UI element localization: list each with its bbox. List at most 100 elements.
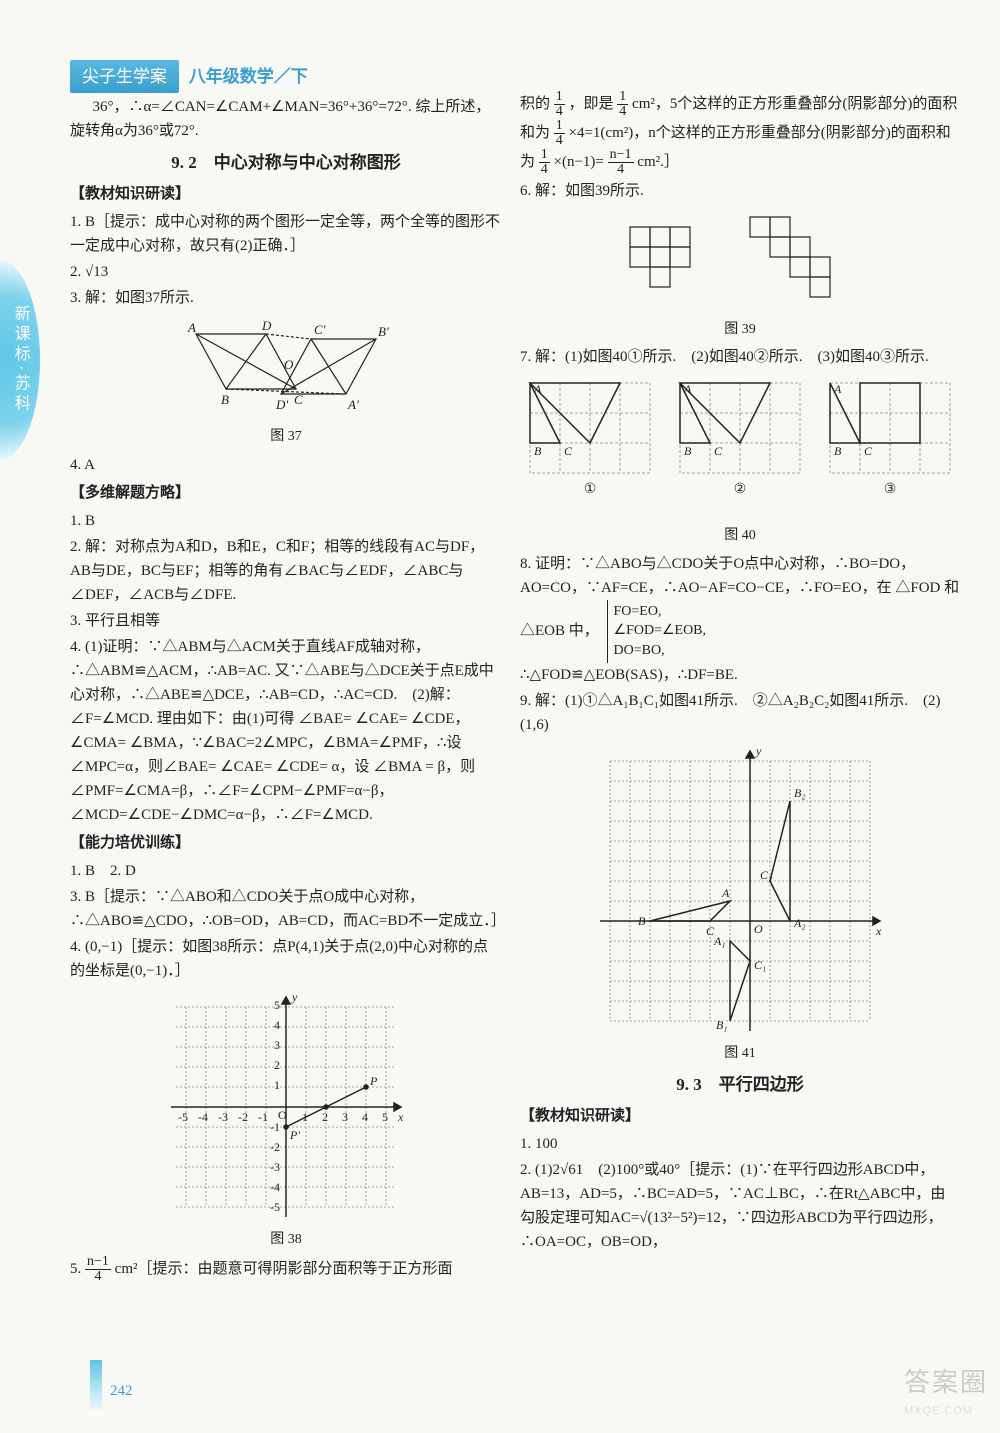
fig40-label: 图 40 [520,525,960,547]
t5: 5. n−1 4 cm²［提示：由题意可得阴影部分面积等于正方形面 [70,1255,502,1284]
t1: 1. B 2. D [70,859,502,883]
r1: 1. 100 [520,1132,960,1156]
svg-text:x: x [397,1110,404,1124]
svg-text:C₁: C₁ [754,958,766,972]
svg-text:-2: -2 [238,1110,248,1124]
svg-text:B: B [834,444,842,458]
svg-text:A': A' [347,397,359,412]
page-number: 242 [110,1379,133,1403]
svg-text:B₂: B₂ [794,786,806,800]
figure-40: ABC ABC ABC ①②③ 图 40 [520,373,960,547]
fig38-label: 图 38 [70,1229,502,1251]
svg-text:4: 4 [274,1018,280,1032]
svg-text:1: 1 [302,1110,308,1124]
q7: 7. 解：(1)如图40①所示. (2)如图40②所示. (3)如图40③所示. [520,345,960,369]
q2: 2. √13 [70,260,502,284]
svg-text:C: C [294,392,303,407]
q4: 4. A [70,453,502,477]
svg-text:A₁: A₁ [713,934,726,948]
subhead-jiaocai-r: 【教材知识研读】 [520,1104,960,1128]
svg-text:1: 1 [274,1078,280,1092]
side-tab-text: 新课标·苏科 [7,305,33,414]
svg-text:C₂: C₂ [760,868,772,882]
fig40-svg: ABC ABC ABC ①②③ [520,373,960,523]
svg-text:D': D' [275,397,288,412]
svg-text:2: 2 [274,1058,280,1072]
svg-text:C: C [714,444,723,458]
svg-text:B: B [221,392,229,407]
q9: 9. 解：(1)①△A₁B₁C₁如图41所示. ②△A₂B₂C₂如图41所示. … [520,689,960,737]
m4: 4. (1)证明：∵△ABM与△ACM关于直线AF成轴对称，∴△ABM≌△ACM… [70,635,502,827]
svg-text:-3: -3 [218,1110,228,1124]
fig41-svg: Oxy ABC A₁B₁C₁ A₂B₂C₂ [590,741,890,1041]
svg-text:y: y [291,990,298,1004]
m1: 1. B [70,509,502,533]
svg-text:5: 5 [274,998,280,1012]
svg-text:A: A [187,320,196,335]
left-column: 尖子生学案 八年级数学／下 36°，∴α=∠CAN=∠CAM+∠MAN=36°+… [70,60,502,1286]
svg-text:4: 4 [362,1110,368,1124]
svg-text:B: B [534,444,542,458]
svg-text:D: D [261,318,272,333]
svg-text:P: P [369,1074,378,1088]
svg-text:A: A [721,886,730,900]
svg-text:B: B [684,444,692,458]
svg-text:B₁: B₁ [716,1018,728,1032]
svg-text:C': C' [314,322,326,337]
right-column: 积的 14 ，即是 14 cm²，5个这样的正方形重叠部分(阴影部分)的面积和为… [520,60,960,1286]
q8: 8. 证明：∵△ABO与△CDO关于O点中心对称，∴BO=DO，AO=CO，∵A… [520,552,960,687]
svg-text:O: O [754,922,763,936]
svg-text:-1: -1 [258,1110,268,1124]
fig41-label: 图 41 [520,1043,960,1065]
subhead-duowei: 【多维解题方略】 [70,481,502,505]
svg-text:B: B [638,914,646,928]
figure-38: O P P' x y -5-4-3 -2-1 123 45 123 45 -1-… [70,987,502,1251]
t5-a: 5. [70,1261,85,1277]
svg-text:3: 3 [274,1038,280,1052]
r2: 2. (1)2√61 (2)100°或40°［提示：(1)∵在平行四边形ABCD… [520,1158,960,1254]
page-header: 尖子生学案 八年级数学／下 [70,60,502,93]
t5-b: cm²［提示：由题意可得阴影部分面积等于正方形面 [115,1261,453,1277]
svg-text:5: 5 [382,1110,388,1124]
m3: 3. 平行且相等 [70,609,502,633]
svg-text:O: O [284,357,294,372]
svg-text:C: C [864,444,873,458]
q6: 6. 解：如图39所示. [520,179,960,203]
svg-text:-1: -1 [270,1120,280,1134]
figure-37: AD BC O C'B' D'A' 图 37 [70,314,502,448]
q3: 3. 解：如图37所示. [70,286,502,310]
svg-text:B': B' [378,324,389,339]
header-sub: 八年级数学／下 [189,67,308,86]
right-cont: 积的 14 ，即是 14 cm²，5个这样的正方形重叠部分(阴影部分)的面积和为… [520,90,960,177]
page-content: 尖子生学案 八年级数学／下 36°，∴α=∠CAN=∠CAM+∠MAN=36°+… [0,0,1000,1306]
svg-text:③: ③ [884,482,897,497]
svg-text:x: x [875,924,882,938]
q8-brace: FO=EO, ∠FOD=∠EOB, DO=BO, [607,600,707,663]
svg-text:A: A [833,382,842,396]
svg-text:-3: -3 [270,1160,280,1174]
fig39-label: 图 39 [520,319,960,341]
svg-text:-5: -5 [178,1110,188,1124]
watermark: 答案圈 MXQE.COM [904,1362,988,1421]
subhead-nengli: 【能力培优训练】 [70,831,502,855]
svg-text:2: 2 [322,1110,328,1124]
svg-text:y: y [755,744,762,758]
page-num-deco [90,1360,102,1415]
continuation-top: 36°，∴α=∠CAN=∠CAM+∠MAN=36°+36°=72°. 综上所述，… [70,95,502,143]
svg-text:A: A [683,382,692,396]
svg-text:-5: -5 [270,1200,280,1214]
svg-text:A₂: A₂ [793,916,806,930]
section-9-2-title: 9. 2 中心对称与中心对称图形 [70,149,502,176]
svg-text:②: ② [734,482,747,497]
svg-text:3: 3 [342,1110,348,1124]
fig37-svg: A D B C O C' B' D' A' [166,314,406,424]
svg-text:-4: -4 [198,1110,208,1124]
subhead-jiaocai: 【教材知识研读】 [70,182,502,206]
q1: 1. B［提示：成中心对称的两个图形一定全等，两个全等的图形不一定成中心对称，故… [70,210,502,258]
svg-text:A: A [533,382,542,396]
t3: 3. B［提示：∵△ABO和△CDO关于点O成中心对称，∴△ABO≌△CDO，∴… [70,885,502,933]
figure-41: Oxy ABC A₁B₁C₁ A₂B₂C₂ 图 41 [520,741,960,1065]
svg-text:P': P' [289,1128,300,1142]
fig38-svg: O P P' x y -5-4-3 -2-1 123 45 123 45 -1-… [156,987,416,1227]
svg-text:-2: -2 [270,1140,280,1154]
